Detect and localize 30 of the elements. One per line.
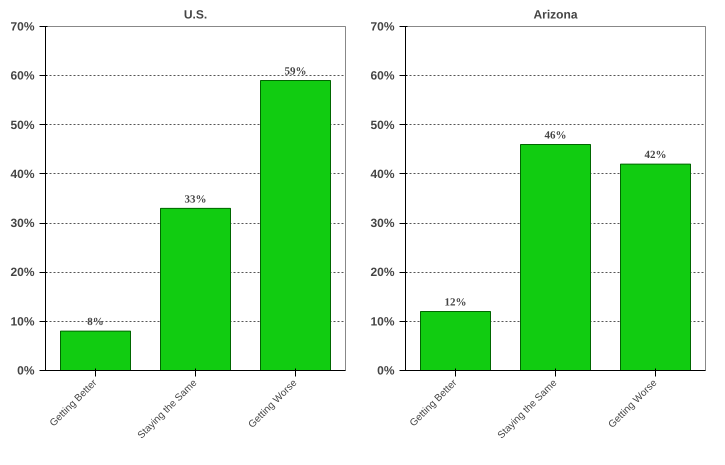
bar [620,164,691,370]
data-label: 12% [444,296,466,309]
y-tick-label: 60% [370,68,395,83]
y-tick-label: 30% [370,216,395,230]
bar [60,330,131,370]
y-tick-label: 60% [10,68,35,83]
y-tick-label: 30% [10,216,35,230]
y-tick-label: 10% [370,314,395,328]
data-label: 42% [644,149,666,162]
y-tick-label: 20% [10,265,35,280]
data-label: 59% [284,66,306,78]
y-tick-label: 20% [370,265,395,280]
chart-title: U.S. [184,8,208,22]
y-tick-label: 0% [377,364,395,378]
bar [420,311,491,370]
data-label: 33% [184,193,206,206]
bar [160,208,231,370]
bar [520,144,591,370]
y-tick-label: 40% [10,166,35,181]
y-tick-label: 50% [10,118,35,132]
y-tick-label: 70% [370,20,395,34]
y-tick-label: 40% [370,166,395,181]
y-tick-label: 0% [17,364,35,378]
data-label: 8% [87,316,104,328]
y-tick-label: 50% [370,118,395,132]
chart-title: Arizona [534,8,578,22]
data-label: 46% [544,129,566,142]
y-tick-label: 70% [10,20,35,34]
y-tick-label: 10% [10,314,35,328]
bar [260,80,331,370]
